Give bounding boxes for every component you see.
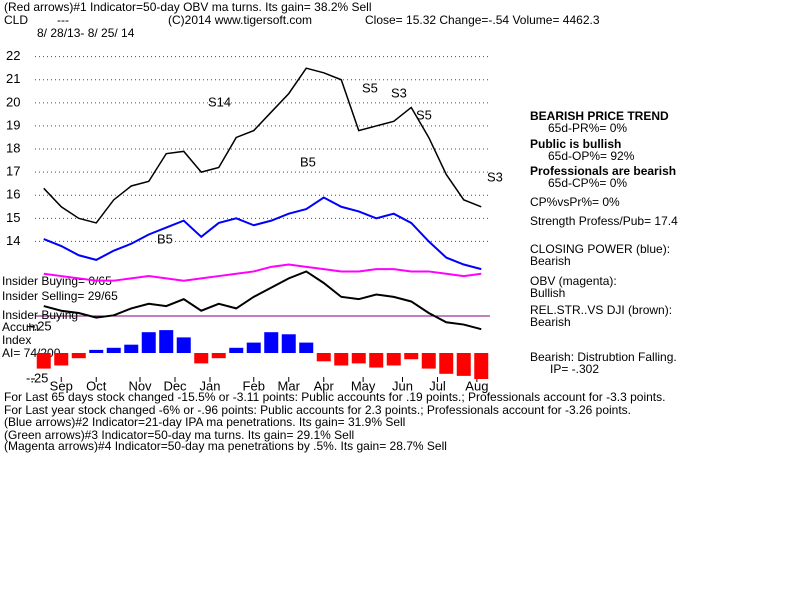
x-tick-label: Apr [314, 378, 335, 393]
annotation: B5 [157, 231, 173, 246]
accum-bar [106, 347, 121, 353]
annotation: B5 [300, 154, 316, 169]
accum-bar [421, 353, 436, 369]
accum-bar [36, 353, 51, 369]
accum-bar [211, 353, 226, 359]
series-line [43, 270, 482, 331]
panel-text: OBV (magenta): [530, 274, 617, 288]
accum-bar [299, 342, 314, 353]
x-tick-label: Jul [429, 378, 446, 393]
y-tick-label: 19 [6, 117, 20, 132]
panel-text: Bearish: Distrubtion Falling. [530, 350, 677, 364]
y-tick-label: 20 [6, 94, 20, 109]
accum-bar [176, 337, 191, 353]
panel-text: Bullish [530, 286, 565, 300]
accum-tick-label: -.25 [26, 370, 48, 385]
header: (Red arrows)#1 Indicator=50-day OBV ma t… [4, 0, 372, 14]
panel-text: REL.STR..VS DJI (brown): [530, 303, 672, 317]
accum-bar [124, 344, 139, 353]
panel-text: Professionals are bearish [530, 164, 676, 178]
accum-bar [281, 334, 296, 353]
y-tick-label: 17 [6, 164, 20, 179]
insider: Insider Selling= 29/65 [2, 289, 118, 303]
annotation: S3 [391, 85, 407, 100]
annotation: S5 [362, 80, 378, 95]
panel-text: BEARISH PRICE TREND [530, 109, 669, 123]
panel-text: 65d-OP%= 92% [548, 149, 635, 163]
y-tick-label: 18 [6, 140, 20, 155]
series-line [43, 196, 482, 271]
annotation: S5 [416, 107, 432, 122]
panel-text: Public is bullish [530, 137, 621, 151]
panel-text: IP= -.302 [550, 362, 599, 376]
insider: Insider Buying= 0/65 [2, 274, 112, 288]
accum-bar [456, 353, 471, 376]
series-line [43, 263, 482, 282]
quote: Close= 15.32 Change=-.54 Volume= 4462.3 [365, 13, 600, 27]
x-tick-label: Jan [200, 378, 221, 393]
footer: For Last 65 days stock changed -15.5% or… [4, 390, 665, 404]
accum-bar [159, 330, 174, 353]
panel-text: 65d-PR%= 0% [548, 121, 627, 135]
insider: Insider Buying [2, 308, 78, 322]
x-tick-label: Nov [128, 378, 152, 393]
accum-bar [89, 349, 104, 353]
y-tick-label: 15 [6, 210, 20, 225]
accum-bar [334, 353, 349, 366]
x-tick-label: May [351, 378, 376, 393]
accum-bar [229, 347, 244, 353]
x-tick-label: Oct [86, 378, 107, 393]
dash: --- [57, 13, 69, 27]
y-tick-label: 21 [6, 71, 20, 86]
accum-bar [316, 353, 331, 362]
accum-bar [474, 353, 489, 379]
x-tick-label: Dec [163, 378, 187, 393]
panel-text: Bearish [530, 315, 571, 329]
accum-tick-label: +.25 [26, 318, 52, 333]
accum-label: AI= 74/200 [2, 346, 61, 360]
annotation: S14 [208, 94, 231, 109]
x-tick-label: Sep [50, 378, 73, 393]
y-tick-label: 14 [6, 233, 20, 248]
accum-bar [351, 353, 366, 364]
accum-bar [369, 353, 384, 368]
accum-bar [386, 353, 401, 366]
accum-bar [264, 332, 279, 353]
y-tick-label: 16 [6, 187, 20, 202]
symbol: CLD [4, 13, 28, 27]
accum-bar [404, 353, 419, 360]
dates: 8/ 28/13- 8/ 25/ 14 [37, 26, 135, 40]
accum-bar [194, 353, 209, 364]
annotation: S3 [487, 169, 503, 184]
accum-bar [141, 332, 156, 353]
accum-bar [246, 342, 261, 353]
x-tick-label: Feb [243, 378, 265, 393]
series-line [43, 67, 482, 224]
footer: (Green arrows)#3 Indicator=50-day ma tur… [4, 428, 354, 442]
footer: (Blue arrows)#2 Indicator=21-day IPA ma … [4, 415, 405, 429]
accum-bar [439, 353, 454, 374]
copyright: (C)2014 www.tigersoft.com [168, 13, 312, 27]
y-tick-label: 22 [6, 48, 20, 63]
panel-text: Strength Profess/Pub= 17.4 [530, 214, 678, 228]
panel-text: 65d-CP%= 0% [548, 176, 627, 190]
x-tick-label: Aug [465, 378, 488, 393]
accum-label: Accum [2, 320, 39, 334]
footer: For Last year stock changed -6% or -.96 … [4, 403, 631, 417]
panel-text: CLOSING POWER (blue): [530, 242, 670, 256]
panel-text: Bearish [530, 254, 571, 268]
accum-bar [54, 353, 69, 366]
x-tick-label: Jun [392, 378, 413, 393]
accum-bar [71, 353, 86, 359]
accum-label: Index [2, 333, 31, 347]
x-tick-label: Mar [278, 378, 301, 393]
panel-text: CP%vsPr%= 0% [530, 195, 620, 209]
footer: (Magenta arrows)#4 Indicator=50-day ma p… [4, 439, 447, 453]
